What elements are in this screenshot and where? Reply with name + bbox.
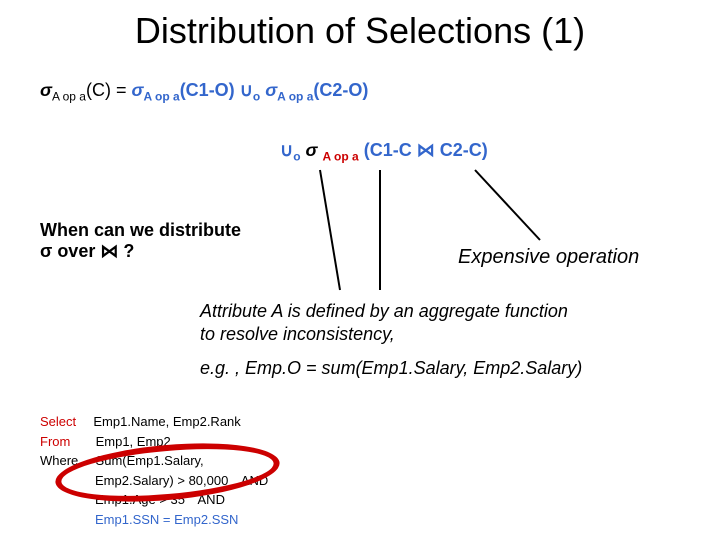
sigma-4: σ [301,140,323,160]
sql-join-body: Emp1.SSN = Emp2.SSN [95,512,238,527]
sql-where-body-1: Sum(Emp1.Salary, [96,453,204,468]
question-block: When can we distribute σ over ⋈ ? [40,220,241,262]
sql-join-row: Emp1.SSN = Emp2.SSN [40,510,268,530]
sigma-1: σ [40,80,52,100]
sub-4: A op a [322,150,358,164]
formula-text-1: (C) = [86,80,132,100]
sql-block: Select Emp1.Name, Emp2.Rank From Emp1, E… [40,412,268,529]
formula-text-3: (C2-O) [313,80,368,100]
annotation-example: e.g. , Emp.O = sum(Emp1.Salary, Emp2.Sal… [200,358,582,379]
question-line-2: σ over ⋈ ? [40,241,241,262]
annotation-attribute-line-1: Attribute A is defined by an aggregate f… [200,300,568,323]
sigma-3: σ [260,80,277,100]
formula-text-4: (C1-C ⋈ C2-C) [359,140,488,160]
sql-select-keyword: Select [40,414,76,429]
sql-from-row: From Emp1, Emp2 [40,432,268,452]
formula-text-2: (C1-O) [180,80,235,100]
arrow-to-attribute-2 [300,165,360,295]
sql-and-1: AND [241,473,268,488]
sql-from-keyword: From [40,434,70,449]
arrow-to-attribute-1 [370,165,420,295]
sql-where-row-2: Emp2.Salary) > 80,000 AND [40,471,268,491]
sub-3: A op a [277,90,313,104]
annotation-attribute-line-2: to resolve inconsistency, [200,323,568,346]
sub-1: A op a [52,90,86,104]
sql-where-row: Where Sum(Emp1.Salary, [40,451,268,471]
sql-select-body: Emp1.Name, Emp2.Rank [93,414,240,429]
sigma-2: σ [132,80,144,100]
union-sub-2: o [293,150,300,164]
sql-and-2: AND [198,492,225,507]
question-line-1: When can we distribute [40,220,241,241]
union-2: ∪ [280,140,293,160]
sql-where-row-3: Emp1.Age > 35 AND [40,490,268,510]
slide-title: Distribution of Selections (1) [0,0,720,52]
annotation-expensive: Expensive operation [458,246,639,269]
arrow-to-expensive [470,165,560,250]
union-1: ∪ [235,80,253,100]
sql-where-body-2: Emp2.Salary) > 80,000 [95,473,228,488]
sql-select-row: Select Emp1.Name, Emp2.Rank [40,412,268,432]
sql-where-body-3: Emp1.Age > 35 [95,492,185,507]
formula-line-1: σA op a(C) = σA op a(C1-O) ∪o σA op a(C2… [40,80,368,104]
sub-2: A op a [143,90,179,104]
annotation-attribute: Attribute A is defined by an aggregate f… [200,300,568,347]
sql-from-body: Emp1, Emp2 [96,434,171,449]
formula-line-2: ∪o σ A op a (C1-C ⋈ C2-C) [280,140,488,164]
sql-where-keyword: Where [40,453,78,468]
